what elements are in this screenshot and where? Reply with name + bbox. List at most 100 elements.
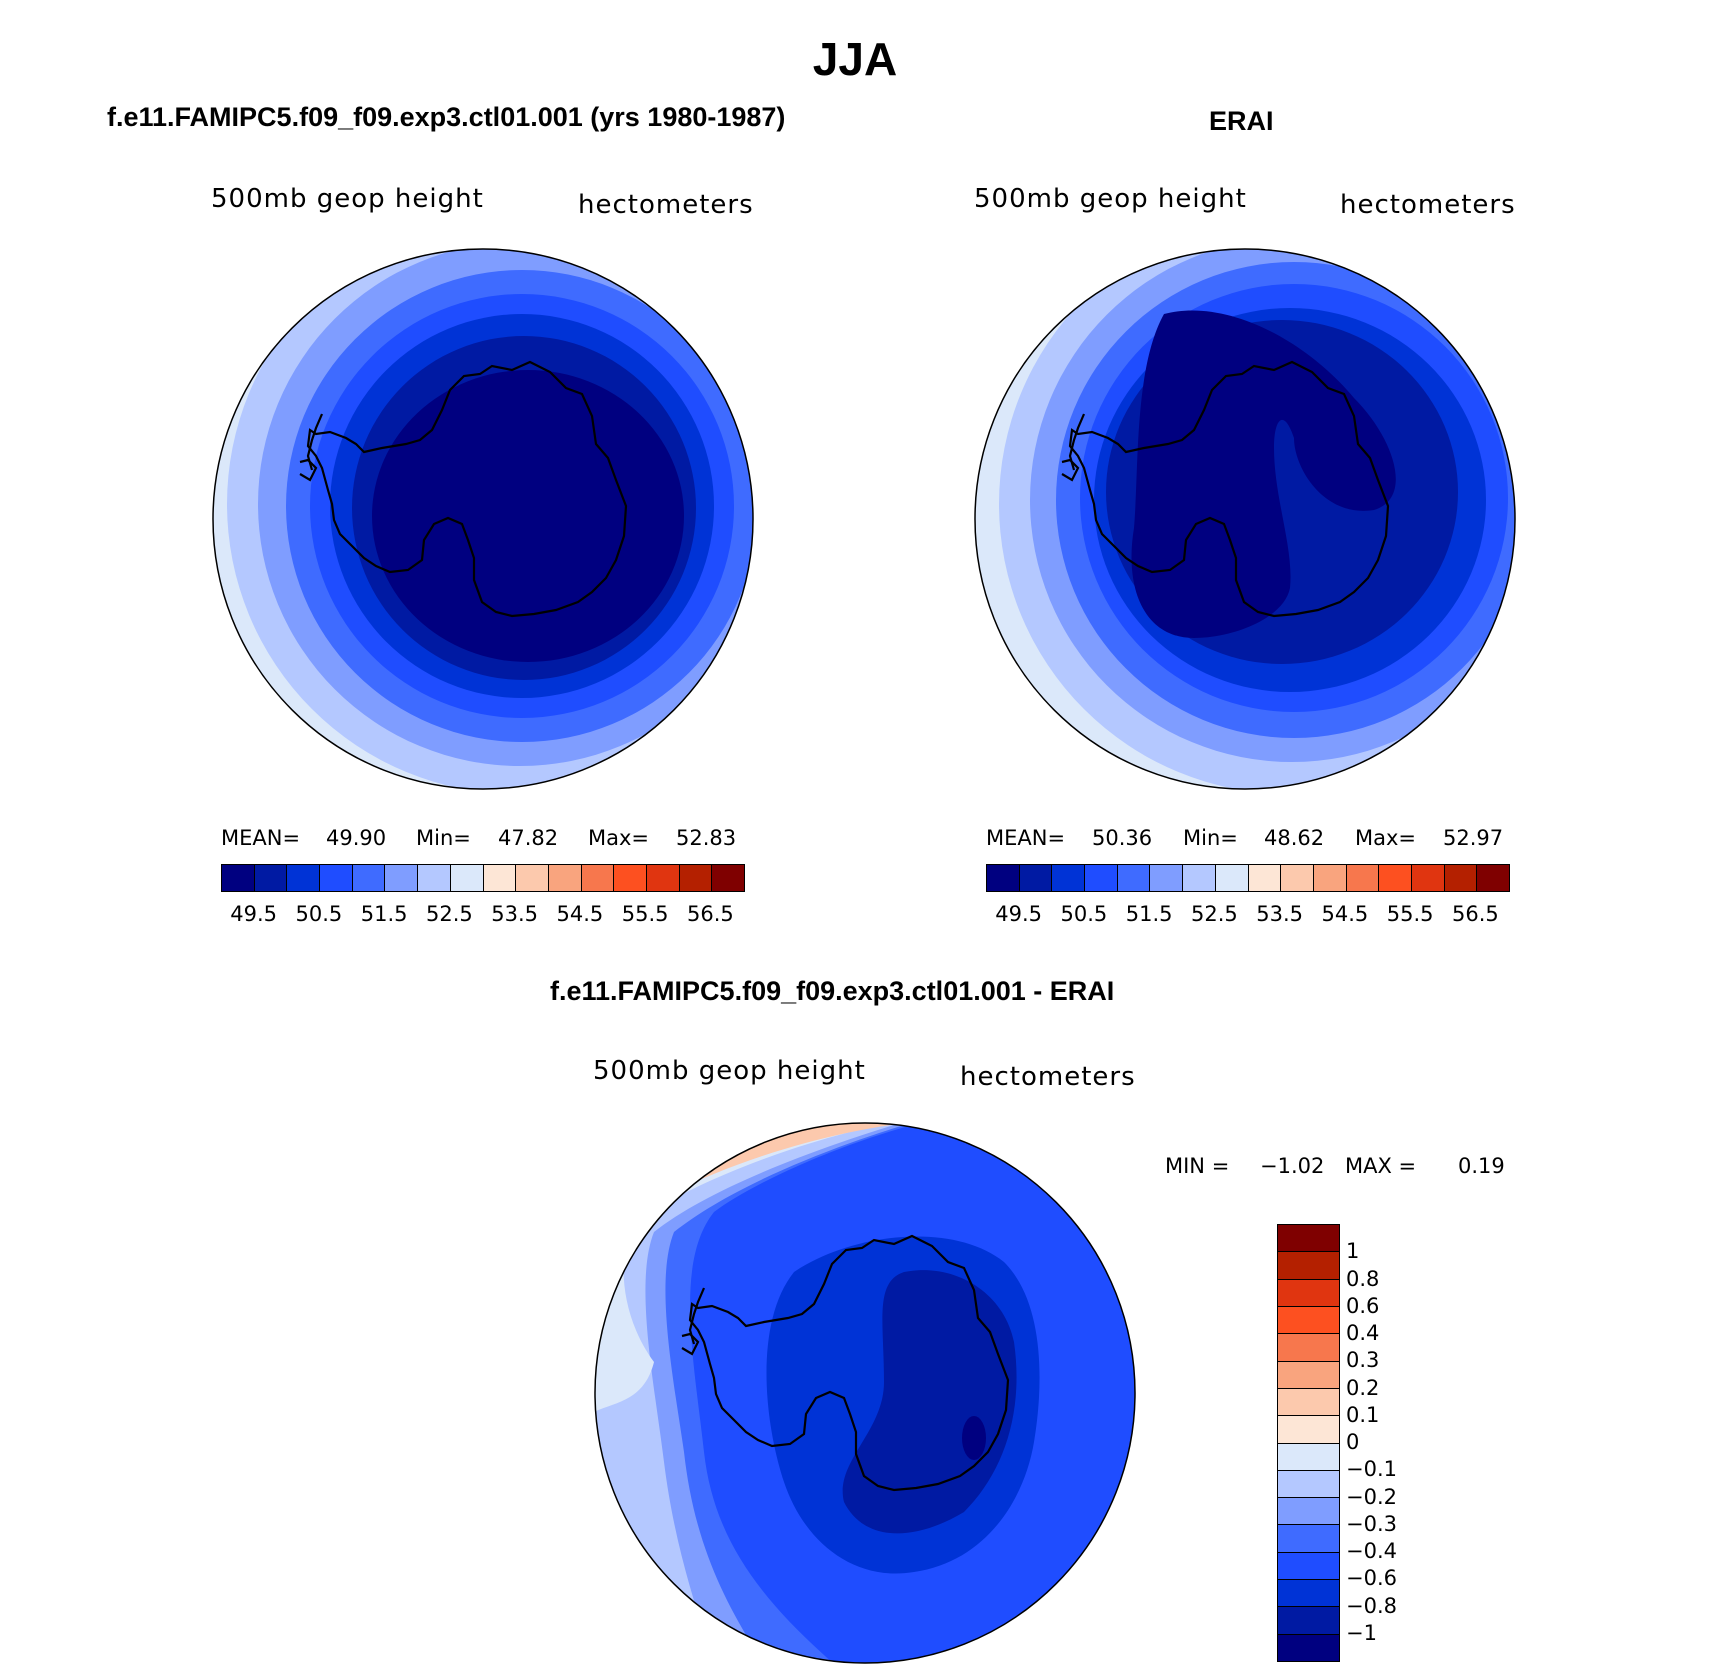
colorbar-swatch [679, 865, 713, 891]
panel3-units-label: hectometers [960, 1062, 1136, 1092]
panel3-max-label: MAX = [1345, 1154, 1417, 1178]
colorbar-swatch [516, 865, 549, 891]
colorbar-swatch [614, 865, 647, 891]
colorbar-swatch [352, 865, 386, 891]
colorbar-swatch [1477, 865, 1509, 891]
colorbar-swatch [320, 865, 353, 891]
panel3-colorbar [1277, 1224, 1340, 1662]
colorbar-swatch [581, 865, 615, 891]
colorbar-label: 51.5 [360, 902, 408, 926]
colorbar-swatch [712, 865, 744, 891]
panel2-mean-value: 50.36 [1092, 826, 1153, 850]
panel1-max-label: Max= [588, 826, 650, 850]
panel2-max-label: Max= [1355, 826, 1417, 850]
colorbar-swatch [1117, 865, 1151, 891]
colorbar-label: 52.5 [425, 902, 473, 926]
colorbar-swatch [1278, 1416, 1339, 1444]
colorbar-swatch [1278, 1443, 1339, 1471]
colorbar-label: 1 [1346, 1239, 1360, 1264]
colorbar-label: 50.5 [295, 902, 343, 926]
colorbar-label: 0 [1346, 1430, 1360, 1454]
colorbar-label: −0.1 [1346, 1457, 1397, 1482]
colorbar-swatch [1278, 1225, 1339, 1253]
colorbar-swatch [1278, 1498, 1339, 1526]
colorbar-swatch [1278, 1470, 1339, 1499]
colorbar-swatch [1346, 865, 1380, 891]
colorbar-swatch [450, 865, 484, 891]
panel2-min-value: 48.62 [1264, 826, 1325, 850]
colorbar-swatch [1444, 865, 1478, 891]
colorbar-label: 52.5 [1190, 902, 1238, 926]
colorbar-swatch [1183, 865, 1216, 891]
panel1-max-value: 52.83 [676, 826, 737, 850]
panel1-mean-label: MEAN= [221, 826, 301, 850]
colorbar-swatch [1278, 1361, 1339, 1389]
colorbar-swatch [1278, 1306, 1339, 1335]
panel1-title: f.e11.FAMIPC5.f09_f09.exp3.ctl01.001 (yr… [107, 102, 786, 132]
colorbar-swatch [1278, 1580, 1339, 1608]
colorbar-swatch [1278, 1634, 1339, 1661]
colorbar-label: −0.6 [1346, 1566, 1397, 1591]
colorbar-label: 49.5 [995, 902, 1043, 926]
panel1-colorbar [221, 864, 745, 892]
colorbar-swatch [1278, 1552, 1339, 1581]
panel1-map [212, 248, 754, 790]
colorbar-swatch [1278, 1607, 1339, 1635]
colorbar-label: −1 [1346, 1620, 1377, 1645]
colorbar-swatch [1278, 1525, 1339, 1553]
colorbar-label: 54.5 [1321, 902, 1369, 926]
panel3-title: f.e11.FAMIPC5.f09_f09.exp3.ctl01.001 - E… [550, 976, 1115, 1006]
colorbar-label: 55.5 [1386, 902, 1434, 926]
panel2-mean-label: MEAN= [986, 826, 1066, 850]
colorbar-label: 54.5 [556, 902, 604, 926]
colorbar-swatch [418, 865, 451, 891]
panel1-field-label: 500mb geop height [211, 184, 484, 214]
panel2-coastline [1061, 360, 1390, 618]
panel3-min-label: MIN = [1165, 1154, 1230, 1178]
colorbar-swatch [548, 865, 582, 891]
panel3-coastline [681, 1234, 1010, 1492]
main-title: JJA [812, 33, 898, 85]
colorbar-label: 50.5 [1060, 902, 1108, 926]
colorbar-swatch [1379, 865, 1412, 891]
colorbar-swatch [1150, 865, 1184, 891]
colorbar-label: 56.5 [686, 902, 734, 926]
panel1-units-label: hectometers [578, 190, 754, 220]
colorbar-label: −0.8 [1346, 1593, 1397, 1618]
colorbar-label: 51.5 [1125, 902, 1173, 926]
panel1-min-label: Min= [416, 826, 471, 850]
colorbar-label: −0.2 [1346, 1484, 1397, 1509]
panel3-field-label: 500mb geop height [593, 1056, 866, 1086]
colorbar-label: 0.1 [1346, 1402, 1380, 1427]
colorbar-label: −0.3 [1346, 1511, 1397, 1536]
colorbar-swatch [222, 865, 255, 891]
panel2-title: ERAI [1209, 106, 1274, 136]
colorbar-label: 0.8 [1346, 1266, 1380, 1291]
colorbar-label: 0.4 [1346, 1321, 1380, 1345]
colorbar-swatch [483, 865, 517, 891]
colorbar-label: 0.6 [1346, 1293, 1380, 1318]
colorbar-swatch [1085, 865, 1118, 891]
colorbar-label: 53.5 [491, 902, 539, 926]
panel3-min-value: −1.02 [1260, 1154, 1325, 1178]
panel2-colorbar [986, 864, 1510, 892]
panel2-min-label: Min= [1183, 826, 1238, 850]
panel2-map [974, 248, 1516, 790]
colorbar-swatch [287, 865, 321, 891]
colorbar-label: 53.5 [1256, 902, 1304, 926]
colorbar-swatch [646, 865, 680, 891]
colorbar-swatch [1052, 865, 1086, 891]
colorbar-swatch [1278, 1388, 1339, 1417]
panel1-min-value: 47.82 [498, 826, 559, 850]
colorbar-swatch [1019, 865, 1053, 891]
colorbar-label: 0.3 [1346, 1348, 1380, 1373]
panel1-mean-value: 49.90 [326, 826, 387, 850]
colorbar-label: 56.5 [1451, 902, 1499, 926]
colorbar-swatch [1278, 1334, 1339, 1362]
panel3-max-value: 0.19 [1458, 1154, 1505, 1178]
panel2-units-label: hectometers [1340, 190, 1516, 220]
colorbar-swatch [1278, 1279, 1339, 1307]
colorbar-swatch [987, 865, 1020, 891]
colorbar-swatch [1411, 865, 1445, 891]
panel2-max-value: 52.97 [1443, 826, 1504, 850]
